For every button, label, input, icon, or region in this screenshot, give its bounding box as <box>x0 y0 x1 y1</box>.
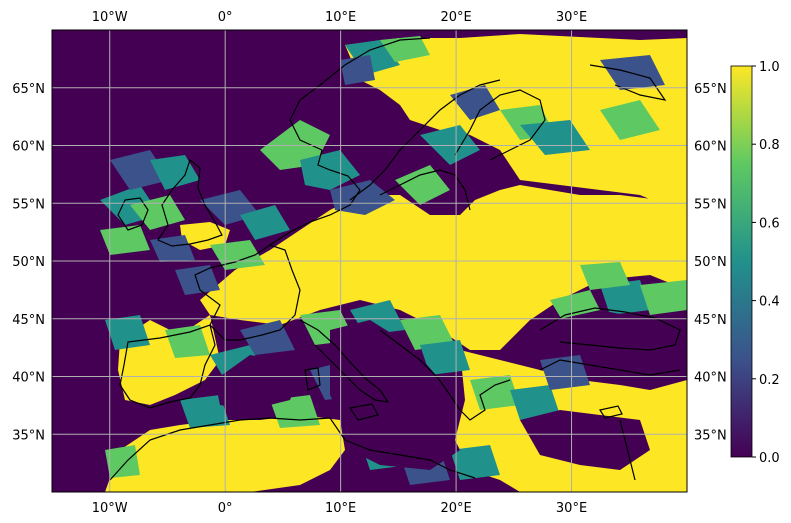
low-iberia-interior <box>215 355 300 410</box>
colorbar-tick-label: 0.6 <box>759 216 780 231</box>
colorbar-tick-label: 0.0 <box>759 451 780 466</box>
lat-tick-label-left: 60°N <box>12 140 45 155</box>
coastline-sicily <box>348 403 379 421</box>
coastlines <box>109 37 681 481</box>
coastline-ireland <box>117 197 149 231</box>
lon-tick-label-top: 20°E <box>440 10 471 25</box>
patch-teal <box>600 280 650 315</box>
colorbar-tick-label: 0.2 <box>759 373 780 388</box>
lon-tick-label-bottom: 30°E <box>556 501 587 516</box>
patch-green <box>105 445 140 478</box>
patch-green <box>165 325 210 358</box>
graticule <box>52 30 687 492</box>
coastline-north-sea <box>269 149 361 246</box>
lon-tick-label-top: 30°E <box>556 10 587 25</box>
patch-teal <box>520 120 590 155</box>
field-central-europe <box>200 185 687 350</box>
lon-tick-label-bottom: 10°E <box>325 501 356 516</box>
coastline-kola <box>589 64 667 101</box>
lat-labels-right: 35°N 40°N 45°N 50°N 55°N 60°N 65°N <box>694 82 727 444</box>
lat-tick-label-left: 65°N <box>12 82 45 97</box>
patch-green <box>600 100 660 140</box>
patch-teal <box>450 445 500 480</box>
low-africa-coast <box>345 410 460 470</box>
patch-green <box>395 165 450 205</box>
lon-tick-label-top: 10°W <box>92 10 128 25</box>
lat-tick-label-right: 40°N <box>694 371 727 386</box>
coastline-france <box>194 244 301 341</box>
coastline-adriatic <box>379 329 451 396</box>
coastline-great-britain <box>157 158 223 247</box>
patch-green <box>210 240 265 270</box>
patch-teal <box>150 155 200 190</box>
lat-tick-label-right: 50°N <box>694 255 727 270</box>
lat-tick-label-right: 60°N <box>694 140 727 155</box>
coastline-cyprus <box>599 405 623 419</box>
coastline-norway <box>289 37 431 151</box>
patch-green <box>580 262 630 290</box>
lat-tick-label-left: 50°N <box>12 255 45 270</box>
patch-blue <box>175 265 220 295</box>
lon-tick-label-top: 0° <box>218 10 233 25</box>
lon-tick-label-top: 10°E <box>325 10 356 25</box>
coastline-italy <box>299 319 390 403</box>
lon-labels-top: 10°W 0° 10°E 20°E 30°E <box>92 10 587 25</box>
lat-tick-label-right: 55°N <box>694 197 727 212</box>
patch-teal <box>240 205 290 240</box>
patch-green <box>100 225 150 255</box>
coastline-turkey <box>539 359 681 376</box>
patch-green <box>640 280 687 315</box>
low-east-coast <box>520 410 650 470</box>
colorbar-ticks: 0.0 0.2 0.4 0.6 0.8 1.0 <box>752 60 780 466</box>
low-anatolia <box>555 310 687 365</box>
lat-tick-label-right: 65°N <box>694 82 727 97</box>
patch-green <box>400 315 455 350</box>
lat-tick-label-left: 40°N <box>12 371 45 386</box>
patch-teal <box>420 340 470 375</box>
lat-tick-label-right: 45°N <box>694 313 727 328</box>
coastline-levant <box>619 419 636 481</box>
lon-tick-label-bottom: 10°W <box>92 501 128 516</box>
map-frame <box>51 29 688 493</box>
map-panel <box>52 30 687 492</box>
lon-labels-bottom: 10°W 0° 10°E 20°E 30°E <box>92 501 587 516</box>
lat-tick-label-left: 45°N <box>12 313 45 328</box>
coastline-north-africa <box>109 417 476 481</box>
patch-blue <box>600 55 665 90</box>
lat-tick-label-right: 35°N <box>694 428 727 443</box>
coastline-iberia <box>119 324 216 409</box>
lat-tick-label-left: 55°N <box>12 197 45 212</box>
lon-tick-label-bottom: 20°E <box>440 501 471 516</box>
coastline-greece <box>449 379 511 421</box>
coastline-baltic <box>379 169 471 211</box>
colorbar-gradient <box>730 65 753 458</box>
colorbar-tick-label: 0.4 <box>759 295 780 310</box>
lat-labels-left: 35°N 40°N 45°N 50°N 55°N 60°N 65°N <box>12 82 45 444</box>
lon-tick-label-bottom: 0° <box>218 501 233 516</box>
colorbar-tick-label: 1.0 <box>759 60 780 75</box>
patch-teal <box>510 385 560 420</box>
lat-tick-label-left: 35°N <box>12 428 45 443</box>
colorbar: 0.0 0.2 0.4 0.6 0.8 1.0 <box>730 60 780 466</box>
coastline-sardinia <box>304 367 321 391</box>
patch-teal <box>180 395 230 428</box>
coastline-sweden <box>349 79 501 201</box>
patch-blue <box>340 55 375 85</box>
coastline-black-sea <box>539 307 681 351</box>
colorbar-tick-label: 0.8 <box>759 138 780 153</box>
